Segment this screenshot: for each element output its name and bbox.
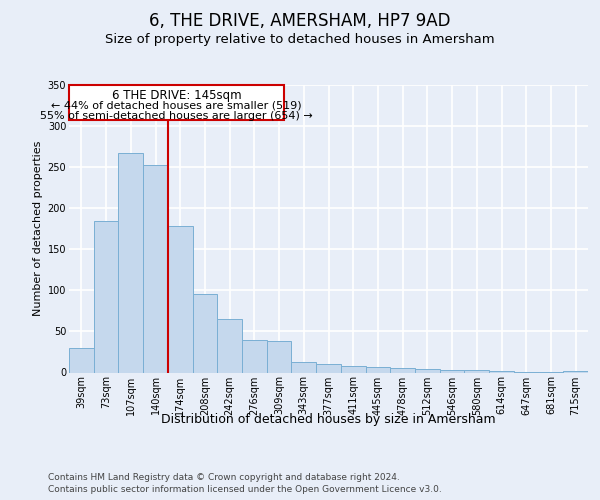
Text: Contains public sector information licensed under the Open Government Licence v3: Contains public sector information licen… — [48, 485, 442, 494]
Text: Size of property relative to detached houses in Amersham: Size of property relative to detached ho… — [105, 32, 495, 46]
Text: 6, THE DRIVE, AMERSHAM, HP7 9AD: 6, THE DRIVE, AMERSHAM, HP7 9AD — [149, 12, 451, 30]
Bar — [143, 164, 168, 372]
Bar — [292, 362, 316, 372]
Bar — [489, 371, 514, 372]
Bar — [242, 340, 267, 372]
Text: 6 THE DRIVE: 145sqm: 6 THE DRIVE: 145sqm — [112, 89, 242, 102]
Text: Distribution of detached houses by size in Amersham: Distribution of detached houses by size … — [161, 412, 496, 426]
Bar — [267, 342, 292, 372]
Bar — [118, 153, 143, 372]
FancyBboxPatch shape — [70, 85, 284, 119]
Bar — [316, 364, 341, 372]
Bar — [440, 370, 464, 372]
Bar — [168, 226, 193, 372]
Bar — [69, 348, 94, 372]
Text: ← 44% of detached houses are smaller (519): ← 44% of detached houses are smaller (51… — [52, 100, 302, 110]
Bar — [464, 370, 489, 372]
Text: 55% of semi-detached houses are larger (654) →: 55% of semi-detached houses are larger (… — [40, 112, 313, 122]
Bar — [341, 366, 365, 372]
Bar — [94, 220, 118, 372]
Bar — [365, 367, 390, 372]
Bar — [390, 368, 415, 372]
Bar — [193, 294, 217, 372]
Text: Contains HM Land Registry data © Crown copyright and database right 2024.: Contains HM Land Registry data © Crown c… — [48, 472, 400, 482]
Bar — [415, 369, 440, 372]
Y-axis label: Number of detached properties: Number of detached properties — [34, 141, 43, 316]
Bar — [217, 319, 242, 372]
Bar — [563, 371, 588, 372]
